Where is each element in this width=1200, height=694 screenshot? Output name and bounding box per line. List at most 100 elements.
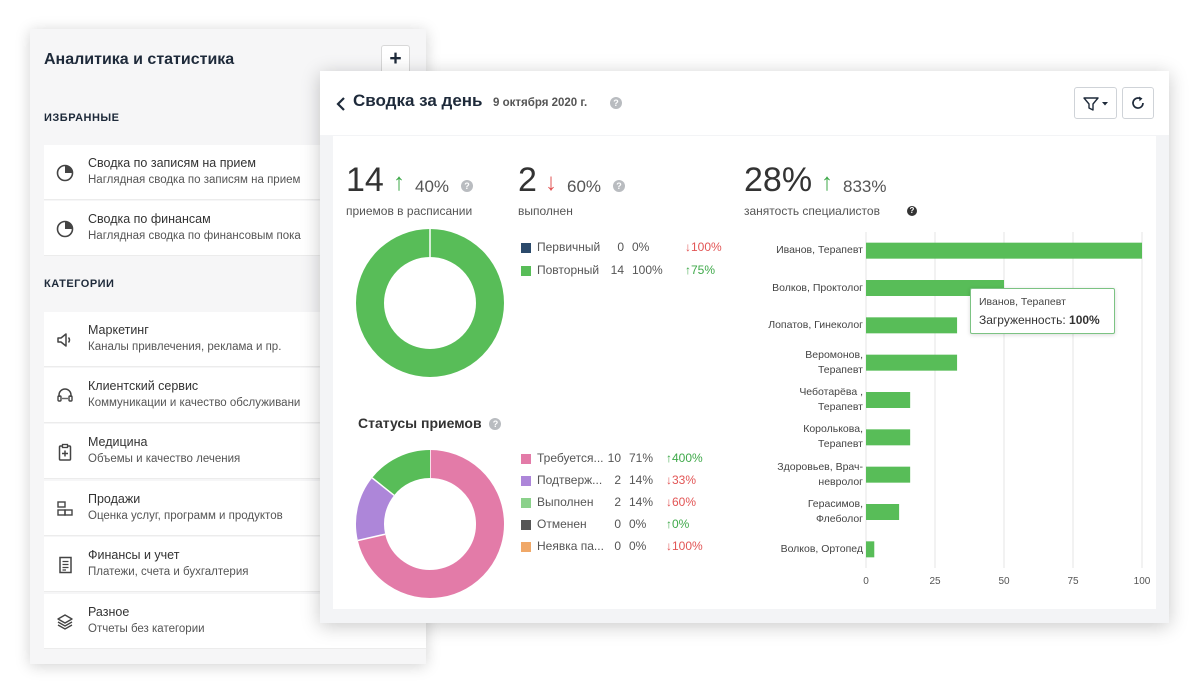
bar[interactable] xyxy=(866,429,911,446)
refresh-button[interactable] xyxy=(1122,87,1154,119)
legend-swatch xyxy=(521,476,531,486)
bar[interactable] xyxy=(866,280,1004,296)
donut-slice[interactable] xyxy=(372,450,431,496)
legend-name: Повторный xyxy=(537,263,600,277)
legend-name: Подтверж... xyxy=(537,473,603,487)
help-icon[interactable]: ? xyxy=(461,180,473,192)
bar[interactable] xyxy=(866,317,958,334)
kpi-occupancy-label: занятость специалистов xyxy=(744,204,880,218)
tooltip-value-line: Загруженность: 100% xyxy=(979,313,1100,327)
legend-swatch xyxy=(521,454,531,464)
bar[interactable] xyxy=(866,392,911,408)
legend-name: Выполнен xyxy=(537,495,594,509)
favorite-item-subtitle: Наглядная сводка по финансовым пока xyxy=(88,230,301,242)
kpi-completed-label: выполнен xyxy=(518,204,573,218)
legend-count: 14 xyxy=(610,263,624,277)
bar-category-label-line: невролог xyxy=(818,475,863,488)
clipboard-plus-icon xyxy=(58,443,72,461)
legend-swatch xyxy=(521,542,531,552)
x-tick-label: 50 xyxy=(998,576,1010,587)
bar-category-label: Чеботарёва , Терапевт xyxy=(743,385,863,415)
legend-change: ↑75% xyxy=(685,263,716,277)
legend-swatch xyxy=(521,520,531,530)
category-item-title: Разное xyxy=(88,605,130,619)
legend-swatch xyxy=(521,266,531,276)
pie-chart-icon xyxy=(56,164,74,182)
favorite-item-title: Сводка по записям на прием xyxy=(88,156,256,170)
favorites-heading: ИЗБРАННЫЕ xyxy=(44,112,120,124)
summary-body: 14 ↑ 40% ? приемов в расписании 2 ↓ 60% … xyxy=(333,136,1156,609)
bar-category-label-line: Терапевт xyxy=(817,401,863,413)
bar[interactable] xyxy=(866,242,1142,259)
bar-category-label: Волков, Ортопед xyxy=(743,542,863,557)
bar[interactable] xyxy=(866,541,875,558)
bar-category-label-line: Королькова, xyxy=(803,423,863,436)
help-icon[interactable]: ? xyxy=(489,418,502,431)
legend-percent: 0% xyxy=(632,240,650,254)
specialist-occupancy-chart: 0 25 50 75 100 Иванов, Терапевт Волков, Прокто… xyxy=(743,228,1156,598)
summary-date: 9 октября 2020 г. xyxy=(493,97,588,109)
legend-name: Неявка па... xyxy=(537,539,604,553)
legend-percent: 14% xyxy=(629,495,654,509)
appointment-types-donut xyxy=(356,229,504,377)
bar[interactable] xyxy=(866,466,911,483)
donut-slice[interactable] xyxy=(356,477,395,541)
legend-swatch xyxy=(521,243,531,253)
bar[interactable] xyxy=(866,354,958,371)
legend-name: Отменен xyxy=(537,517,587,531)
donut-slice-separator xyxy=(357,533,386,542)
category-item-title: Маркетинг xyxy=(88,323,149,337)
legend-change: ↓100% xyxy=(666,539,703,553)
refresh-icon xyxy=(1132,96,1144,109)
help-icon[interactable]: ? xyxy=(610,97,622,109)
chart-tooltip: Иванов, Терапевт Загруженность: 100% xyxy=(970,288,1115,334)
donut-slice[interactable] xyxy=(357,450,504,598)
statuses-donut xyxy=(356,450,504,598)
x-tick-label: 25 xyxy=(929,576,941,587)
legend-change: ↑400% xyxy=(666,451,703,465)
help-icon[interactable]: ? xyxy=(613,180,625,192)
bar-category-label-line: Флеболог xyxy=(815,513,863,525)
bar-category-label-line: Веромонов, xyxy=(805,348,863,361)
category-item-subtitle: Оценка услуг, программ и продуктов xyxy=(88,510,283,522)
category-item-title: Финансы и учет xyxy=(88,548,180,562)
bar-category-label-line: Волков, Проктолог xyxy=(772,281,863,294)
boxes-icon xyxy=(57,501,73,516)
document-icon xyxy=(59,556,72,574)
category-item-subtitle: Отчеты без категории xyxy=(88,623,205,635)
donut-slice-separator xyxy=(371,477,395,496)
statuses-legend: Требуется... 10 71% ↑400% Подтверж... 2 … xyxy=(521,451,751,561)
summary-header: Сводка за день 9 октября 2020 г. ? xyxy=(320,71,1169,135)
category-item-subtitle: Коммуникации и качество обслуживани xyxy=(88,397,301,409)
donut-slice[interactable] xyxy=(356,229,504,377)
legend-percent: 0% xyxy=(629,539,647,553)
kpi-completed-arrow: ↓ xyxy=(545,169,557,196)
filter-button[interactable] xyxy=(1074,87,1117,119)
pie-chart-icon xyxy=(56,220,74,238)
add-report-button[interactable]: + xyxy=(381,45,410,74)
legend-count: 0 xyxy=(614,539,621,553)
kpi-appointments-change: 40% xyxy=(415,177,450,196)
statuses-title-text: Статусы приемов xyxy=(358,415,482,431)
bar[interactable] xyxy=(866,504,900,520)
legend-percent: 71% xyxy=(629,451,654,465)
legend-change: ↓33% xyxy=(666,473,697,487)
legend-name: Требуется... xyxy=(537,451,604,465)
category-item-title: Продажи xyxy=(88,492,141,506)
bar-category-label-line: Лопатов, Гинеколог xyxy=(768,318,863,331)
daily-summary-card: Сводка за день 9 октября 2020 г. ? 14 ↑ … xyxy=(320,71,1169,623)
bar-category-label: Королькова, Терапевт xyxy=(743,422,863,452)
chevron-left-icon[interactable] xyxy=(335,96,347,112)
headset-icon xyxy=(57,388,73,402)
categories-heading: КАТЕГОРИИ xyxy=(44,278,115,290)
help-icon[interactable]: ? xyxy=(907,206,917,216)
x-tick-label: 75 xyxy=(1067,576,1079,587)
panel-title: Аналитика и статистика xyxy=(44,51,235,68)
bar-category-label-line: Терапевт xyxy=(817,363,863,376)
legend-percent: 14% xyxy=(629,473,654,487)
legend-count: 10 xyxy=(607,451,621,465)
bar-category-label: Здоровьев, Врач-невролог xyxy=(743,460,863,490)
bar-category-label: Волков, Проктолог xyxy=(743,281,863,296)
kpi-occupancy-arrow: ↑ xyxy=(821,169,833,196)
bar-category-label-line: Иванов, Терапевт xyxy=(776,244,863,257)
